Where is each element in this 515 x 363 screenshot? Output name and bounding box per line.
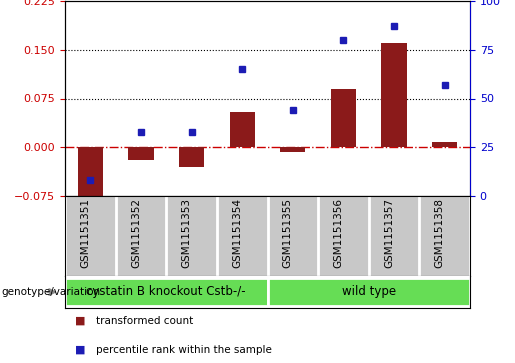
Bar <box>230 111 255 147</box>
Text: genotype/variation: genotype/variation <box>1 287 100 297</box>
Text: GSM1151355: GSM1151355 <box>283 199 293 268</box>
Text: percentile rank within the sample: percentile rank within the sample <box>96 345 272 355</box>
Text: GSM1151354: GSM1151354 <box>232 199 242 268</box>
Text: GSM1151351: GSM1151351 <box>80 199 90 268</box>
Bar <box>78 147 103 209</box>
Text: ■: ■ <box>75 345 86 355</box>
Bar <box>267 278 470 306</box>
Text: GSM1151352: GSM1151352 <box>131 199 141 268</box>
Text: cystatin B knockout Cstb-/-: cystatin B knockout Cstb-/- <box>87 286 246 298</box>
Text: transformed count: transformed count <box>96 316 193 326</box>
Bar <box>128 147 153 160</box>
Bar <box>432 142 457 147</box>
Text: GSM1151356: GSM1151356 <box>333 199 344 268</box>
Bar <box>179 147 204 167</box>
Text: GSM1151357: GSM1151357 <box>384 199 394 268</box>
Bar <box>331 89 356 147</box>
Bar <box>65 278 267 306</box>
Text: wild type: wild type <box>341 286 396 298</box>
Text: GSM1151358: GSM1151358 <box>435 199 444 268</box>
Text: GSM1151353: GSM1151353 <box>182 199 192 268</box>
Bar <box>280 147 305 152</box>
Text: ■: ■ <box>75 316 86 326</box>
Bar <box>382 43 407 147</box>
